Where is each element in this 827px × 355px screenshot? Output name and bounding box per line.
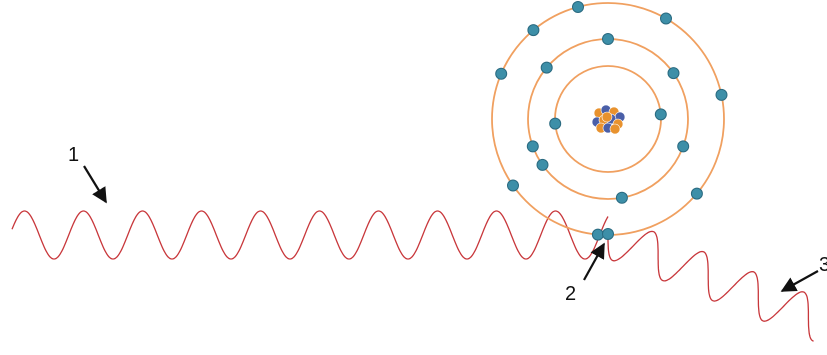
electron-10 — [572, 1, 584, 13]
electron-1 — [654, 108, 667, 121]
electron-5 — [677, 140, 690, 153]
arrow-incident-wave — [83, 165, 107, 204]
electron-14 — [591, 228, 604, 241]
electron-9 — [540, 61, 553, 74]
electron-12 — [715, 88, 728, 101]
label-electron: 2 — [565, 283, 576, 305]
electron-16 — [495, 67, 508, 80]
electron-3 — [602, 33, 614, 45]
electron-2 — [549, 117, 562, 130]
electron-4 — [667, 67, 680, 80]
proton-11 — [609, 123, 621, 135]
scattered-photon-wave — [607, 230, 814, 342]
atom — [491, 1, 728, 241]
electron-17 — [527, 24, 540, 37]
electron-8 — [526, 140, 539, 153]
incident-photon-wave — [11, 210, 609, 260]
ejected-electron — [602, 228, 614, 240]
arrow-scattered-wave — [780, 270, 819, 292]
label-incident-wave: 1 — [68, 144, 79, 166]
electron-11 — [660, 12, 672, 25]
nucleus — [591, 104, 626, 135]
electrons — [495, 1, 728, 241]
electron-15 — [507, 179, 519, 192]
electron-6 — [615, 191, 628, 204]
electron-13 — [690, 187, 703, 200]
arrow-electron — [583, 242, 605, 281]
label-scattered-wave: 3 — [819, 254, 827, 276]
electron-7 — [536, 158, 549, 171]
proton-12 — [601, 111, 613, 123]
